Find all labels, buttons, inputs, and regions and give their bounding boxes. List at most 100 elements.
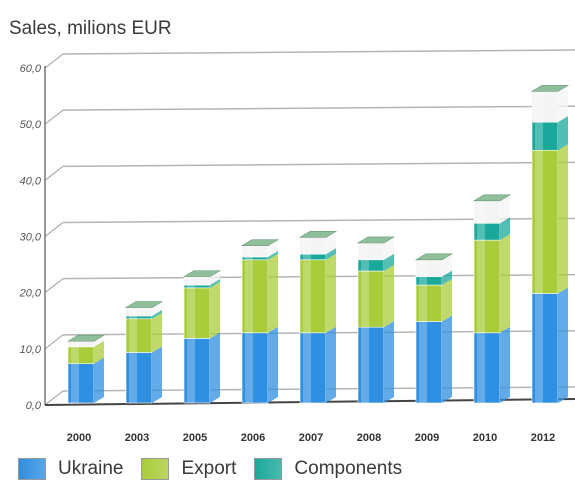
bar-highlight: [71, 341, 79, 347]
grid-diagonal: [44, 165, 64, 181]
bar-side: [210, 270, 220, 286]
legend-label-ukraine: Ukraine: [58, 458, 124, 479]
bar-side: [384, 265, 394, 328]
legend-item-components: Components: [254, 458, 402, 480]
bar-highlight: [361, 327, 369, 403]
bar-top: [66, 334, 106, 342]
bar-side: [326, 248, 336, 260]
bar-segment: [241, 259, 269, 334]
bar-side: [442, 253, 452, 277]
bar-highlight: [303, 259, 311, 333]
bar-segment: [125, 352, 153, 404]
legend: Ukraine Export Components: [18, 458, 420, 480]
legend-swatch-components: [254, 458, 283, 480]
legend-swatch-export: [141, 458, 170, 480]
bar-top: [356, 236, 396, 244]
bar-side: [152, 301, 162, 316]
bar-highlight: [419, 285, 427, 322]
bar-highlight: [187, 285, 195, 288]
bar-side: [210, 332, 220, 403]
bar-side: [268, 253, 278, 333]
bar-side: [152, 346, 162, 403]
legend-item-export: Export: [141, 458, 236, 480]
legend-label-export: Export: [181, 458, 237, 479]
bar-highlight: [245, 256, 253, 260]
bar-segment: [241, 332, 269, 404]
grid-diagonal: [44, 109, 64, 125]
bar-top: [124, 301, 164, 308]
bar-highlight: [245, 245, 253, 257]
bar-top: [182, 270, 222, 277]
bar-highlight: [303, 332, 311, 403]
chart-title: Sales, milions EUR: [9, 18, 172, 39]
bar-top: [530, 84, 570, 92]
bar-segment: [415, 284, 443, 322]
y-tick-label: 60,0: [20, 63, 42, 75]
bar-segment: [299, 332, 327, 404]
bar-highlight: [245, 259, 253, 333]
bar-top: [472, 194, 512, 202]
bar-side: [94, 340, 104, 364]
gridline: [62, 161, 575, 168]
legend-item-ukraine: Ukraine: [18, 458, 123, 480]
bar-top: [240, 239, 280, 247]
bar-side: [152, 312, 162, 353]
bar-side: [500, 234, 510, 333]
bar-highlight: [477, 332, 485, 403]
y-tick-label: 10,0: [20, 344, 42, 356]
x-tick-label: 2009: [415, 432, 439, 444]
y-tick-label: 40,0: [20, 175, 42, 187]
bar-highlight: [303, 254, 311, 260]
bar-side: [500, 326, 510, 403]
bar-highlight: [361, 259, 369, 272]
bar-side: [268, 250, 278, 260]
bar-segment: [357, 326, 385, 404]
bar-highlight: [419, 259, 427, 277]
bar-segment: [473, 239, 501, 334]
x-tick-label: 2007: [299, 432, 323, 444]
bar-side: [384, 253, 394, 272]
bar-side: [500, 194, 510, 224]
y-tick-label: 50,0: [20, 119, 42, 131]
bar-highlight: [129, 352, 137, 403]
grid-diagonal: [44, 390, 64, 406]
x-tick-label: 2008: [357, 432, 381, 444]
bar-side: [558, 144, 568, 294]
bar-segment: [183, 338, 211, 404]
bar-highlight: [477, 200, 485, 224]
y-tick-label: 30,0: [20, 232, 42, 244]
bar-highlight: [187, 338, 195, 403]
y-tick-label: 20,0: [19, 288, 42, 300]
bar-top: [414, 253, 454, 261]
bar-highlight: [535, 293, 543, 403]
bar-side: [326, 326, 336, 403]
bar-segment: [531, 121, 559, 151]
bar-segment: [531, 293, 559, 404]
bar-highlight: [419, 276, 427, 286]
bar-side: [558, 85, 568, 123]
bar-side: [558, 287, 568, 403]
bar-highlight: [535, 150, 543, 294]
bar-highlight: [477, 223, 485, 241]
x-tick-label: 2005: [183, 432, 207, 444]
bar-side: [442, 315, 452, 403]
x-tick-label: 2012: [531, 432, 555, 444]
legend-swatch-ukraine: [18, 458, 46, 480]
bar-side: [210, 279, 220, 288]
bar-highlight: [361, 242, 369, 260]
bar-side: [94, 335, 104, 347]
grid-diagonal: [44, 278, 64, 294]
legend-label-components: Components: [294, 458, 403, 479]
bar-segment: [357, 270, 385, 328]
bar-highlight: [535, 122, 543, 151]
bar-highlight: [129, 315, 137, 319]
grid-diagonal: [44, 53, 64, 69]
x-tick-label: 2003: [125, 432, 149, 444]
gridline: [62, 49, 575, 55]
bar-segment: [299, 259, 327, 334]
bar-side: [558, 116, 568, 151]
bar-segment: [415, 321, 443, 404]
bar-highlight: [187, 276, 195, 286]
bar-side: [500, 217, 510, 241]
